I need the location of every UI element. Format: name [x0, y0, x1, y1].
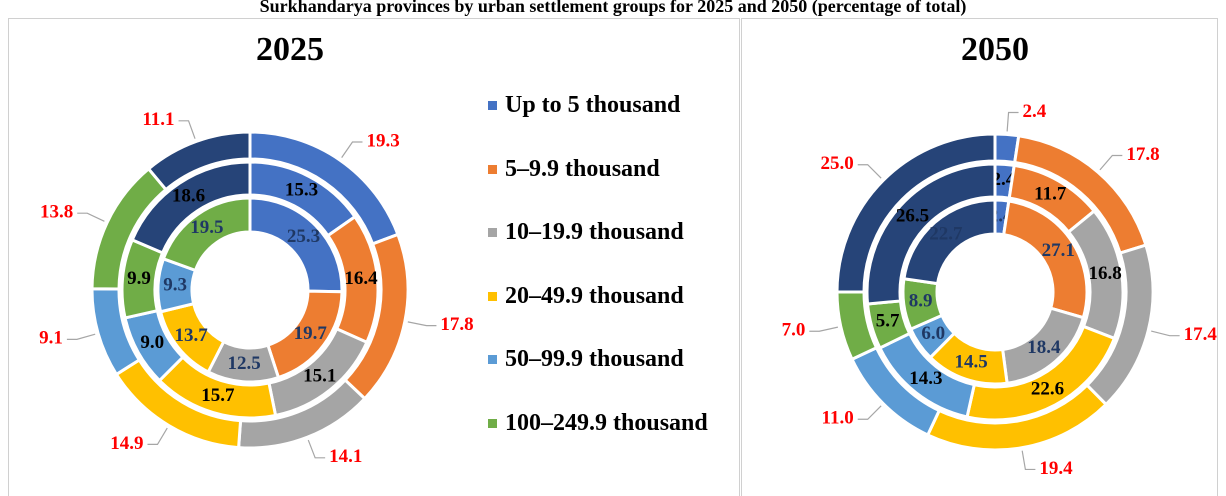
- legend-swatch: [488, 164, 497, 174]
- legend-label: 10–19.9 thousand: [505, 219, 684, 245]
- legend-label: 20–49.9 thousand: [505, 282, 684, 309]
- legend-item: 5–9.9 thousand: [488, 154, 724, 218]
- ring-segment: [161, 196, 252, 273]
- legend-swatch: [488, 355, 497, 364]
- data-label: 14.1: [329, 446, 362, 467]
- leader-line: [809, 326, 839, 332]
- legend-label: 100–249.9 thousand: [505, 409, 708, 436]
- chart-title: Surkhandarya provinces by urban settleme…: [260, 0, 967, 17]
- data-label: 8.9: [909, 290, 933, 311]
- leader-line: [1021, 450, 1036, 471]
- data-label: 7.0: [782, 320, 806, 341]
- data-label: 11.7: [1034, 184, 1067, 205]
- data-label: 19.5: [190, 217, 223, 238]
- legend-swatch: [488, 228, 497, 237]
- legend-item: 10–19.9 thousand: [488, 217, 724, 281]
- data-label: 18.4: [1027, 337, 1061, 358]
- data-label: 11.1: [142, 109, 174, 130]
- data-label: 22.7: [929, 224, 963, 245]
- data-label: 14.9: [110, 433, 143, 454]
- data-label: 25.3: [287, 226, 320, 247]
- ring-segment: [130, 160, 252, 255]
- ring-segment: [146, 130, 252, 192]
- data-label: 26.5: [896, 205, 929, 226]
- data-label: 19.3: [366, 130, 399, 151]
- leader-line: [341, 141, 363, 158]
- data-label: 9.1: [39, 328, 63, 349]
- legend: Up to 5 thousand 5–9.9 thousand 10–19.9 th…: [488, 90, 724, 471]
- data-label: 13.7: [175, 325, 209, 346]
- data-label: 12.5: [227, 353, 260, 374]
- leader-line: [178, 120, 196, 139]
- ring-segment: [865, 162, 997, 306]
- leader-line: [857, 164, 882, 179]
- legend-swatch: [488, 101, 497, 110]
- data-label: 14.5: [955, 351, 988, 372]
- data-label: 19.4: [1039, 458, 1073, 479]
- data-label: 17.8: [1126, 144, 1159, 165]
- leader-line: [307, 439, 326, 459]
- data-label: 5.7: [876, 310, 900, 331]
- leader-line: [147, 427, 168, 446]
- data-label: 15.1: [303, 365, 336, 386]
- panel-title: 2025: [256, 31, 324, 68]
- legend-item: 100–249.9 thousand: [488, 408, 724, 472]
- data-label: 11.0: [822, 408, 854, 429]
- data-label: 17.4: [1184, 324, 1218, 345]
- data-label: 9.0: [140, 332, 164, 353]
- panel-frame: [741, 18, 1218, 496]
- data-label: 22.6: [1031, 379, 1064, 400]
- legend-label: 5–9.9 thousand: [505, 155, 660, 182]
- data-label: 16.4: [344, 268, 378, 289]
- panel-title: 2050: [961, 31, 1029, 68]
- legend-item: 50–99.9 thousand: [488, 344, 724, 408]
- data-label: 19.7: [294, 323, 328, 344]
- data-label: 13.8: [40, 202, 73, 223]
- legend-label: Up to 5 thousand: [505, 92, 681, 118]
- leader-line: [77, 212, 105, 222]
- data-label: 16.8: [1089, 263, 1122, 284]
- data-label: 15.7: [201, 385, 235, 406]
- data-label: 27.1: [1042, 240, 1075, 261]
- legend-label: 50–99.9 thousand: [505, 346, 684, 372]
- data-label: 15.3: [285, 179, 318, 200]
- data-label: 9.9: [127, 268, 151, 289]
- legend-swatch: [488, 291, 497, 301]
- data-label: 2.4: [1023, 101, 1047, 122]
- leader-line: [1151, 330, 1180, 337]
- data-label: 9.3: [163, 274, 187, 295]
- legend-item: Up to 5 thousand: [488, 90, 724, 154]
- ring-segment: [902, 198, 997, 286]
- data-label: 18.6: [172, 185, 205, 206]
- data-label: 2.4: [992, 169, 1016, 190]
- data-label: 14.3: [909, 368, 942, 389]
- leader-line: [1006, 111, 1019, 132]
- data-label: 6.0: [921, 323, 945, 344]
- leader-line: [857, 405, 882, 420]
- legend-swatch: [488, 418, 497, 428]
- data-label: 17.8: [440, 314, 473, 335]
- panel-frame: [8, 18, 740, 496]
- data-label: 25.0: [820, 153, 853, 174]
- legend-item: 20–49.9 thousand: [488, 281, 724, 345]
- leader-line: [66, 333, 96, 340]
- leader-line: [1099, 154, 1123, 171]
- leader-line: [407, 321, 437, 327]
- ring-segment: [835, 132, 997, 294]
